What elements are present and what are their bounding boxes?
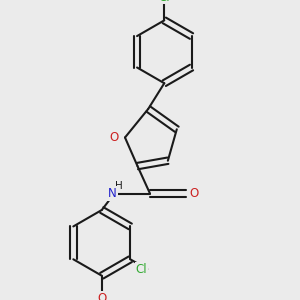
Text: Cl: Cl bbox=[158, 0, 170, 4]
Text: Cl: Cl bbox=[136, 262, 147, 276]
Text: N: N bbox=[108, 187, 117, 200]
Text: O: O bbox=[189, 187, 198, 200]
Text: O: O bbox=[110, 131, 119, 144]
Text: H: H bbox=[115, 182, 122, 191]
Text: O: O bbox=[97, 292, 106, 300]
